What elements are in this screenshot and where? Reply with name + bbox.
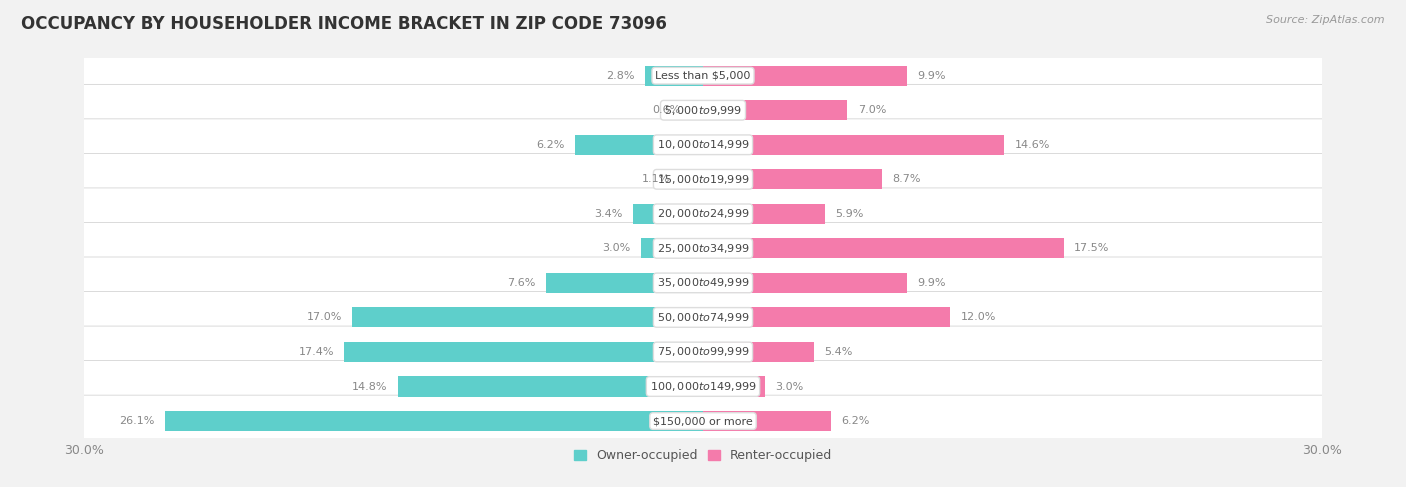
- Text: $15,000 to $19,999: $15,000 to $19,999: [657, 173, 749, 186]
- Text: 3.0%: 3.0%: [603, 244, 631, 253]
- Bar: [703, 135, 1004, 155]
- Bar: [703, 376, 765, 396]
- Text: 5.9%: 5.9%: [835, 209, 863, 219]
- Text: 6.2%: 6.2%: [537, 140, 565, 150]
- Bar: [353, 307, 703, 327]
- FancyBboxPatch shape: [67, 153, 1339, 205]
- Text: 6.2%: 6.2%: [841, 416, 869, 426]
- Bar: [703, 342, 814, 362]
- Text: $50,000 to $74,999: $50,000 to $74,999: [657, 311, 749, 324]
- FancyBboxPatch shape: [67, 119, 1339, 170]
- FancyBboxPatch shape: [67, 223, 1339, 274]
- Text: 2.8%: 2.8%: [606, 71, 636, 81]
- Text: 8.7%: 8.7%: [893, 174, 921, 184]
- Bar: [703, 204, 825, 224]
- Text: 9.9%: 9.9%: [918, 71, 946, 81]
- Bar: [703, 238, 1064, 259]
- Bar: [690, 100, 703, 120]
- Text: 7.0%: 7.0%: [858, 105, 886, 115]
- Bar: [703, 169, 883, 189]
- Bar: [547, 273, 703, 293]
- Bar: [703, 100, 848, 120]
- Text: 0.6%: 0.6%: [652, 105, 681, 115]
- Text: 17.0%: 17.0%: [307, 313, 342, 322]
- Bar: [703, 307, 950, 327]
- Bar: [681, 169, 703, 189]
- Text: $20,000 to $24,999: $20,000 to $24,999: [657, 207, 749, 220]
- Bar: [344, 342, 703, 362]
- FancyBboxPatch shape: [67, 395, 1339, 447]
- Bar: [398, 376, 703, 396]
- FancyBboxPatch shape: [67, 50, 1339, 102]
- FancyBboxPatch shape: [67, 326, 1339, 378]
- Text: $75,000 to $99,999: $75,000 to $99,999: [657, 345, 749, 358]
- Bar: [575, 135, 703, 155]
- Text: 26.1%: 26.1%: [120, 416, 155, 426]
- Text: $5,000 to $9,999: $5,000 to $9,999: [664, 104, 742, 117]
- Text: 7.6%: 7.6%: [508, 278, 536, 288]
- Text: Less than $5,000: Less than $5,000: [655, 71, 751, 81]
- Bar: [641, 238, 703, 259]
- Text: $35,000 to $49,999: $35,000 to $49,999: [657, 277, 749, 289]
- Legend: Owner-occupied, Renter-occupied: Owner-occupied, Renter-occupied: [574, 450, 832, 463]
- FancyBboxPatch shape: [67, 360, 1339, 412]
- Bar: [633, 204, 703, 224]
- Text: $100,000 to $149,999: $100,000 to $149,999: [650, 380, 756, 393]
- Text: 12.0%: 12.0%: [960, 313, 995, 322]
- FancyBboxPatch shape: [67, 257, 1339, 309]
- Text: 17.5%: 17.5%: [1074, 244, 1109, 253]
- Text: 14.8%: 14.8%: [352, 381, 388, 392]
- Text: OCCUPANCY BY HOUSEHOLDER INCOME BRACKET IN ZIP CODE 73096: OCCUPANCY BY HOUSEHOLDER INCOME BRACKET …: [21, 15, 666, 33]
- Text: 3.0%: 3.0%: [775, 381, 803, 392]
- FancyBboxPatch shape: [67, 188, 1339, 240]
- Bar: [703, 273, 907, 293]
- Text: 17.4%: 17.4%: [298, 347, 333, 357]
- Text: Source: ZipAtlas.com: Source: ZipAtlas.com: [1267, 15, 1385, 25]
- Text: $150,000 or more: $150,000 or more: [654, 416, 752, 426]
- Text: $25,000 to $34,999: $25,000 to $34,999: [657, 242, 749, 255]
- Text: 5.4%: 5.4%: [825, 347, 853, 357]
- Text: 9.9%: 9.9%: [918, 278, 946, 288]
- Bar: [165, 411, 703, 431]
- Bar: [703, 411, 831, 431]
- Bar: [703, 66, 907, 86]
- Text: $10,000 to $14,999: $10,000 to $14,999: [657, 138, 749, 151]
- Bar: [645, 66, 703, 86]
- FancyBboxPatch shape: [67, 84, 1339, 136]
- Text: 1.1%: 1.1%: [641, 174, 671, 184]
- Text: 3.4%: 3.4%: [595, 209, 623, 219]
- FancyBboxPatch shape: [67, 292, 1339, 343]
- Text: 14.6%: 14.6%: [1014, 140, 1050, 150]
